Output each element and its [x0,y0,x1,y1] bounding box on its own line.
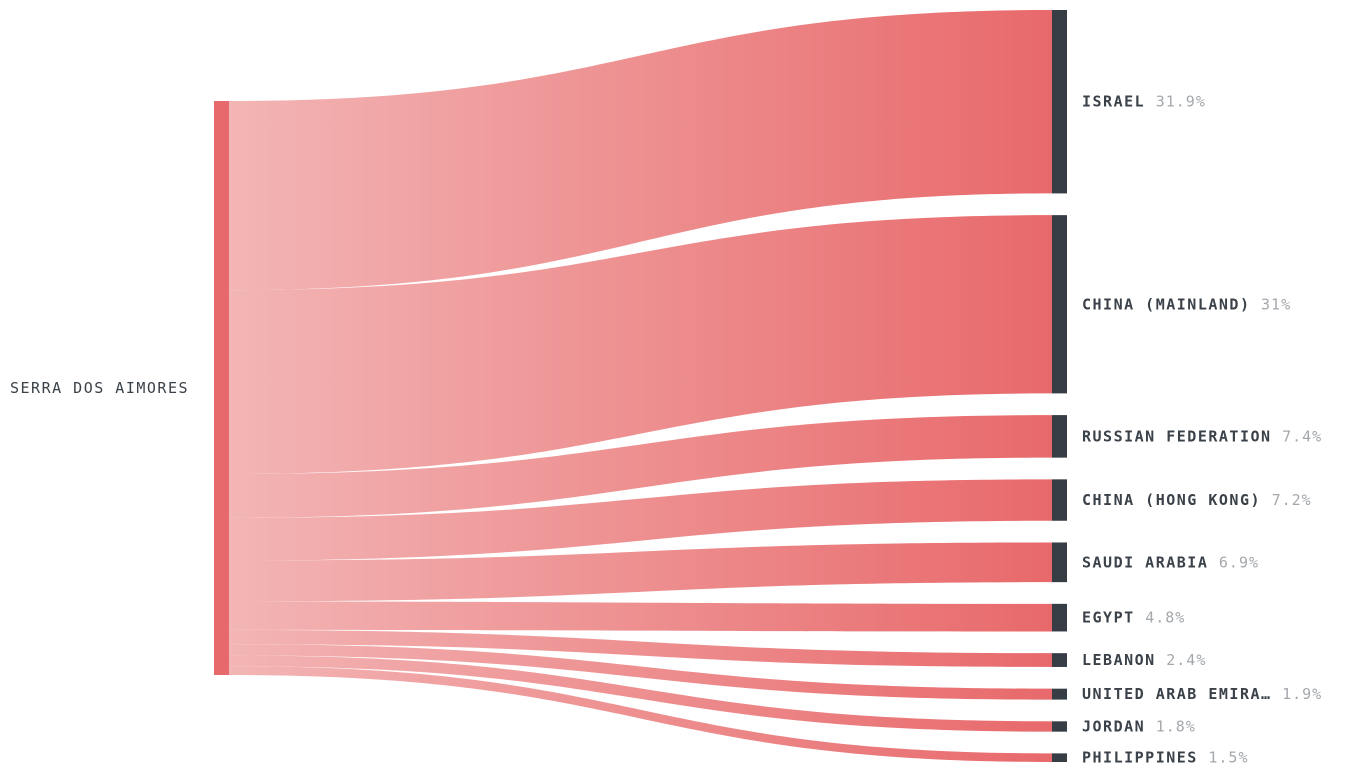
target-percent: 1.8% [1156,717,1196,735]
target-node-bar [1052,10,1067,194]
flow-link [229,415,1052,518]
target-name: RUSSIAN FEDERATION [1082,427,1282,445]
target-name: EGYPT [1082,609,1145,627]
target-node-bar [1052,415,1067,458]
target-name: ISRAEL [1082,93,1156,111]
target-node-bar [1052,653,1067,667]
target-node-bar [1052,479,1067,521]
target-percent: 31.9% [1156,93,1206,111]
target-node-bar [1052,721,1067,732]
target-node-label: PHILIPPINES 1.5% [1082,749,1249,767]
flow-link [229,10,1052,291]
target-node-label: RUSSIAN FEDERATION 7.4% [1082,427,1322,445]
target-node-bar [1052,753,1067,762]
flow-link [229,601,1052,632]
target-node-label: CHINA (MAINLAND) 31% [1082,295,1291,313]
target-name: CHINA (MAINLAND) [1082,295,1261,313]
target-node-bar [1052,688,1067,700]
flow-group [229,10,1052,762]
target-node-bar [1052,215,1067,394]
target-node-label: CHINA (HONG KONG) 7.2% [1082,491,1312,509]
source-node-label: SERRA DOS AIMORES [10,379,189,397]
flow-link [229,215,1052,474]
flow-link [229,629,1052,667]
target-percent: 1.5% [1208,749,1248,767]
target-node-label: ISRAEL 31.9% [1082,93,1206,111]
target-name: JORDAN [1082,717,1156,735]
target-percent: 7.2% [1272,491,1312,509]
target-node-label: EGYPT 4.8% [1082,609,1185,627]
target-node-bar [1052,603,1067,632]
flow-link [229,479,1052,561]
flow-link [229,644,1052,700]
target-node-label: LEBANON 2.4% [1082,651,1206,669]
flow-link [229,542,1052,602]
target-node-group: ISRAEL 31.9% CHINA (MAINLAND) 31% RUSSIAN … [1052,10,1322,767]
target-percent: 6.9% [1219,553,1259,571]
target-percent: 2.4% [1166,651,1206,669]
target-percent: 7.4% [1282,427,1322,445]
target-name: PHILIPPINES [1082,749,1208,767]
target-node-label: SAUDI ARABIA 6.9% [1082,553,1259,571]
target-name: UNITED ARAB EMIRA… [1082,685,1282,703]
flow-link [229,655,1052,732]
target-percent: 31% [1261,295,1291,313]
target-node-bar [1052,542,1067,583]
target-name: CHINA (HONG KONG) [1082,491,1272,509]
source-node-bar [214,101,229,675]
target-node-label: JORDAN 1.8% [1082,717,1196,735]
target-percent: 1.9% [1282,685,1322,703]
flow-link [229,666,1052,762]
target-percent: 4.8% [1145,609,1185,627]
target-name: LEBANON [1082,651,1166,669]
target-name: SAUDI ARABIA [1082,553,1219,571]
target-node-label: UNITED ARAB EMIRA… 1.9% [1082,685,1322,703]
